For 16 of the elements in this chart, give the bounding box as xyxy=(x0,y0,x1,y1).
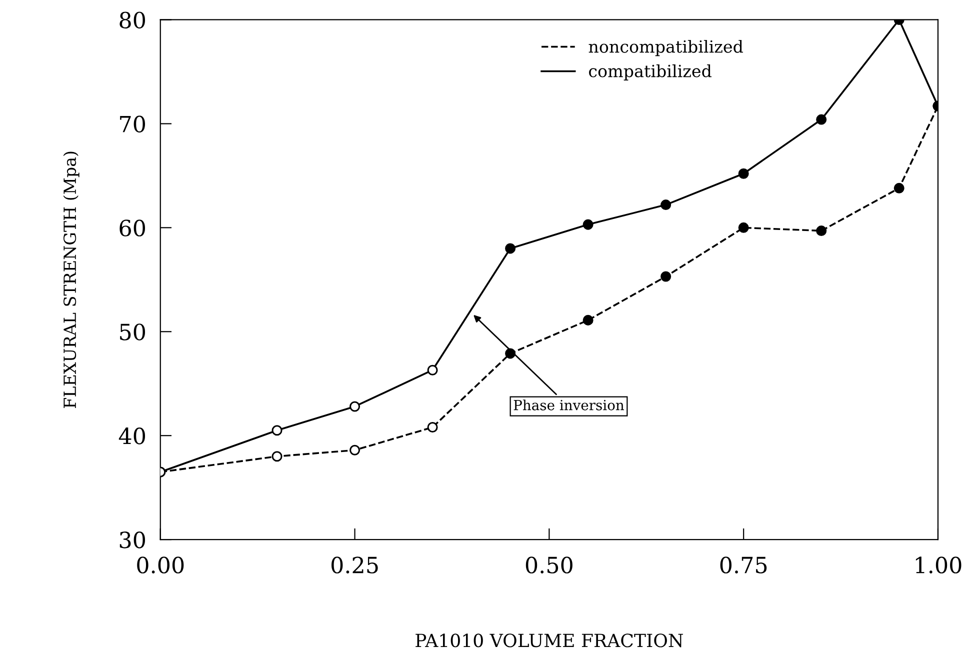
x-tick-label: 0.50 xyxy=(526,556,572,574)
x-axis-title: PA1010 VOLUME FRACTION xyxy=(416,634,683,648)
y-axis-title: FLEXURAL STRENGTH (Mpa) xyxy=(63,152,80,408)
y-tick-label: 30 xyxy=(120,532,146,548)
legend-label: compatibilized xyxy=(589,64,712,81)
annotation: Phase inversion xyxy=(514,400,624,410)
y-tick-label: 80 xyxy=(120,12,146,28)
y-tick-label: 50 xyxy=(120,324,146,340)
x-tick-label: 1.00 xyxy=(916,556,962,574)
y-tick-label: 40 xyxy=(118,428,146,444)
y-tick-label: 70 xyxy=(120,116,146,132)
y-tick-label: 60 xyxy=(120,220,146,236)
x-tick-label: 0.75 xyxy=(720,556,767,574)
x-tick-label: 0.00 xyxy=(137,556,184,574)
legend-label: noncompatibilized xyxy=(588,40,743,56)
x-tick-label: 0.25 xyxy=(332,556,378,574)
